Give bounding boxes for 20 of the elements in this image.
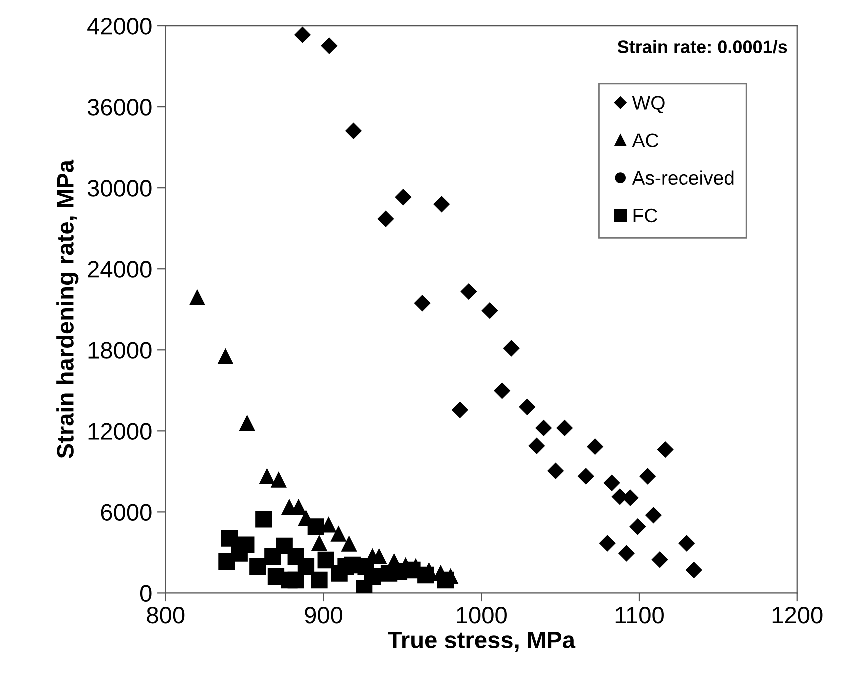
legend-label: As-received [632,170,734,186]
x-tick-label: 800 [147,607,185,624]
y-tick-label: 30000 [88,180,152,197]
x-tick-label: 1100 [616,607,664,624]
legend-label: WQ [632,96,665,114]
y-tick-label: 6000 [101,504,152,521]
y-tick-label: 0 [140,585,152,602]
y-tick-label: 24000 [88,261,152,278]
legend-label: FC [634,208,658,223]
y-tick-label: 36000 [88,99,152,116]
x-tick-label: 1000 [457,607,507,624]
y-tick-label: 18000 [88,342,152,359]
legend-label: AC [632,134,659,148]
legend-title: Strain rate: 0.0001/s [618,40,788,54]
y-tick-label: 42000 [88,18,152,35]
x-tick-label: 1200 [772,607,823,624]
y-axis-title: Strain hardening rate, MPa [56,160,79,459]
x-tick-label: 900 [305,607,343,624]
y-tick-label: 12000 [88,423,152,440]
x-axis-title: True stress, MPa [388,632,576,652]
